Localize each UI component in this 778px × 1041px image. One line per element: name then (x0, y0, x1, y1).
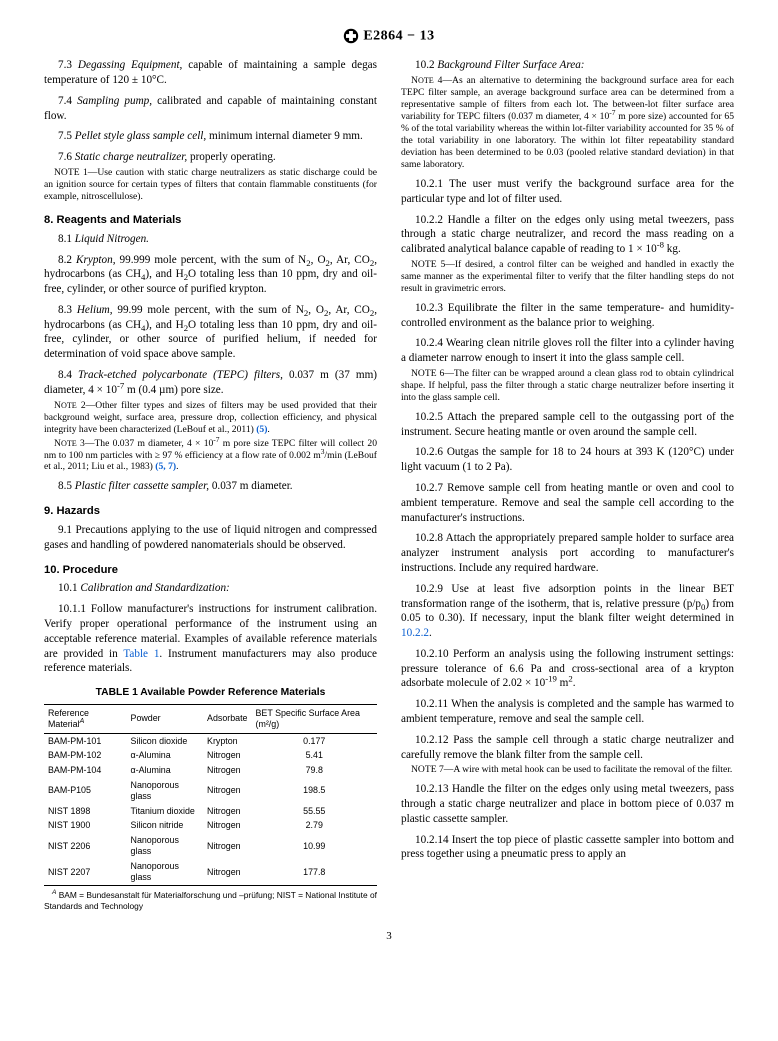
para-7-4: 7.4 Sampling pump, calibrated and capabl… (44, 94, 377, 124)
para-10-2-3: 10.2.3 Equilibrate the filter in the sam… (401, 301, 734, 331)
note-6: NOTE 6—The filter can be wrapped around … (401, 368, 734, 404)
para-10-2-7: 10.2.7 Remove sample cell from heating m… (401, 481, 734, 525)
col-adsorbate: Adsorbate (203, 704, 251, 733)
para-8-4: 8.4 Track-etched polycarbonate (TEPC) fi… (44, 368, 377, 398)
page: E2864 − 13 7.3 Degassing Equipment, capa… (0, 0, 778, 978)
note-2: NOTE 2—Other filter types and sizes of f… (44, 400, 377, 436)
table-1: TABLE 1 Available Powder Reference Mater… (44, 686, 377, 911)
table-row: NIST 1898Titanium dioxideNitrogen55.55 (44, 804, 377, 819)
para-8-2: 8.2 Krypton, 99.999 mole percent, with t… (44, 253, 377, 297)
note-5: NOTE 5—If desired, a control filter can … (401, 259, 734, 295)
table-1-caption: TABLE 1 Available Powder Reference Mater… (44, 686, 377, 700)
para-7-5: 7.5 Pellet style glass sample cell, mini… (44, 129, 377, 144)
content-columns: 7.3 Degassing Equipment, capable of main… (44, 58, 734, 911)
para-10-2-1: 10.2.1 The user must verify the backgrou… (401, 177, 734, 207)
para-10-2-9: 10.2.9 Use at least five adsorption poin… (401, 582, 734, 641)
section-8-heading: 8. Reagents and Materials (44, 213, 377, 228)
table-row: BAM-PM-101Silicon dioxideKrypton0.177 (44, 733, 377, 748)
ref-5-link[interactable]: (5) (256, 424, 267, 435)
reference-materials-table: Reference MaterialA Powder Adsorbate BET… (44, 704, 377, 886)
para-10-2-5: 10.2.5 Attach the prepared sample cell t… (401, 410, 734, 440)
section-9-heading: 9. Hazards (44, 504, 377, 519)
table-1-footnote: A BAM = Bundesanstalt für Materialforsch… (44, 890, 377, 912)
para-10-2-12: 10.2.12 Pass the sample cell through a s… (401, 733, 734, 763)
xref-10-2-2-link[interactable]: 10.2.2 (401, 627, 429, 639)
page-number: 3 (44, 930, 734, 942)
para-10-1: 10.1 Calibration and Standardization: (44, 581, 377, 596)
col-bet: BET Specific Surface Area (m²/g) (252, 704, 378, 733)
para-10-2-4: 10.2.4 Wearing clean nitrile gloves roll… (401, 336, 734, 366)
table-body: BAM-PM-101Silicon dioxideKrypton0.177 BA… (44, 733, 377, 885)
doc-header: E2864 − 13 (44, 28, 734, 44)
para-8-5: 8.5 Plastic filter cassette sampler, 0.0… (44, 479, 377, 494)
para-8-1: 8.1 Liquid Nitrogen. (44, 232, 377, 247)
para-7-3: 7.3 Degassing Equipment, capable of main… (44, 58, 377, 88)
table-row: NIST 1900Silicon nitrideNitrogen2.79 (44, 819, 377, 834)
table-header-row: Reference MaterialA Powder Adsorbate BET… (44, 704, 377, 733)
section-10-heading: 10. Procedure (44, 563, 377, 578)
table-row: BAM-P105Nanoporous glassNitrogen198.5 (44, 778, 377, 804)
para-10-2-8: 10.2.8 Attach the appropriately prepared… (401, 531, 734, 575)
para-10-2-11: 10.2.11 When the analysis is completed a… (401, 697, 734, 727)
col-powder: Powder (127, 704, 204, 733)
table-row: NIST 2206Nanoporous glassNitrogen10.99 (44, 833, 377, 859)
para-10-2-14: 10.2.14 Insert the top piece of plastic … (401, 833, 734, 863)
para-7-6: 7.6 Static charge neutralizer, properly … (44, 150, 377, 165)
table-row: NIST 2207Nanoporous glassNitrogen177.8 (44, 859, 377, 885)
doc-designation: E2864 − 13 (363, 28, 434, 43)
note-4: NOTE 4—As an alternative to determining … (401, 75, 734, 171)
para-10-2-10: 10.2.10 Perform an analysis using the fo… (401, 647, 734, 691)
para-10-2-13: 10.2.13 Handle the filter on the edges o… (401, 782, 734, 826)
para-10-1-1: 10.1.1 Follow manufacturer's instruction… (44, 602, 377, 676)
para-9-1: 9.1 Precautions applying to the use of l… (44, 523, 377, 553)
ref-5-7-link[interactable]: (5, 7) (155, 461, 176, 472)
note-3: NOTE 3—The 0.037 m diameter, 4 × 10-7 m … (44, 438, 377, 474)
astm-logo-icon (343, 28, 359, 44)
para-10-2-2: 10.2.2 Handle a filter on the edges only… (401, 213, 734, 257)
note-7: NOTE 7—A wire with metal hook can be use… (401, 764, 734, 776)
para-8-3: 8.3 Helium, 99.99 mole percent, with the… (44, 303, 377, 362)
table-1-link[interactable]: Table 1 (123, 648, 159, 660)
col-ref-material: Reference MaterialA (44, 704, 127, 733)
para-10-2: 10.2 Background Filter Surface Area: (401, 58, 734, 73)
table-row: BAM-PM-102α-AluminaNitrogen5.41 (44, 749, 377, 764)
table-row: BAM-PM-104α-AluminaNitrogen79.8 (44, 763, 377, 778)
para-10-2-6: 10.2.6 Outgas the sample for 18 to 24 ho… (401, 445, 734, 475)
note-1: NOTE 1—Use caution with static charge ne… (44, 167, 377, 203)
